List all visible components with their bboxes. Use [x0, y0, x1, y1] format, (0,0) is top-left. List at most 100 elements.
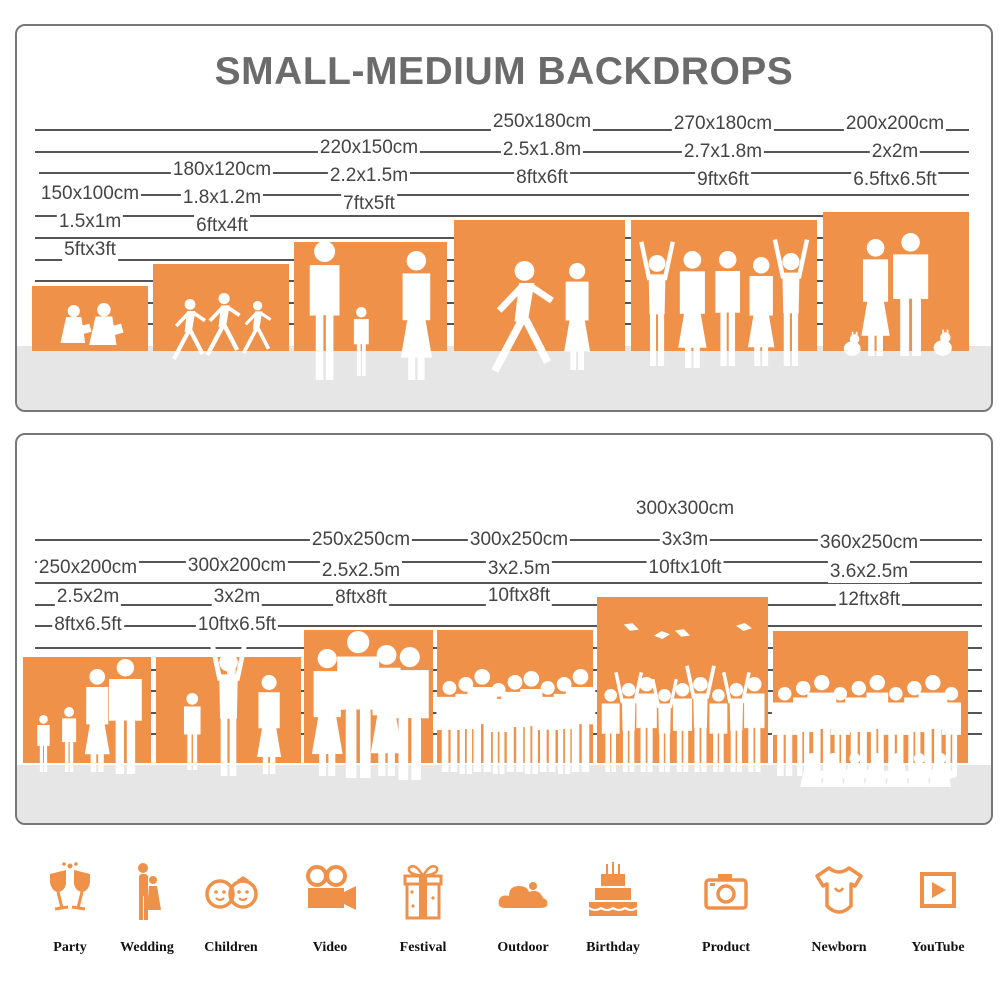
size-label-m: 2.5x1.8m: [500, 139, 584, 161]
person-silhouette: [400, 251, 432, 380]
category-label: Birthday: [586, 940, 640, 955]
category-youtube: YouTube: [893, 860, 983, 955]
person-silhouette: [941, 687, 961, 776]
scene-couple-with-pets: [843, 233, 952, 356]
scene-girls-party: [639, 239, 810, 368]
size-label-m: 2.5x2m: [54, 586, 122, 608]
category-label: Outdoor: [497, 940, 549, 955]
graduation-cap-silhouette: [736, 623, 752, 631]
sitting-child-silhouette: [864, 753, 893, 787]
top-panel: SMALL-MEDIUM BACKDROPS 10987654321150x10…: [15, 24, 993, 412]
scale-tick-number: 10: [15, 117, 16, 129]
size-label-cm: 300x300cm: [633, 498, 737, 520]
scale-line: [39, 172, 969, 175]
birthday-cake-icon: [568, 860, 658, 924]
person-silhouette: [918, 675, 948, 776]
person-silhouette: [183, 693, 201, 770]
person-silhouette: [639, 241, 675, 366]
size-label-ft: 9ftx6ft: [695, 169, 751, 191]
runner-silhouette: [491, 261, 554, 373]
person-silhouette: [685, 665, 716, 772]
category-label: Video: [312, 940, 348, 955]
children-faces-icon: [186, 860, 276, 920]
category-party: Party: [25, 860, 115, 955]
runner-silhouette: [171, 299, 206, 360]
sitting-child-silhouette: [907, 753, 936, 787]
cloud-icon: [478, 860, 568, 920]
person-silhouette: [744, 677, 765, 772]
category-label: Party: [53, 940, 87, 955]
scene-children-reading: [60, 303, 124, 345]
size-label-cm: 300x200cm: [185, 555, 289, 577]
scale-tick-number: 10: [15, 527, 16, 539]
runner-silhouette: [241, 301, 272, 354]
scene-family-four: [37, 659, 142, 774]
person-silhouette: [678, 251, 707, 368]
person-silhouette: [108, 659, 142, 774]
baby-onesie-icon: [794, 860, 884, 920]
size-label-m: 2.7x1.8m: [681, 141, 765, 163]
person-silhouette: [709, 689, 728, 772]
size-label-cm: 200x200cm: [843, 113, 947, 135]
size-label-m: 3x2.5m: [485, 558, 553, 580]
scene-wedding-couple: [491, 261, 591, 373]
size-label-cm: 150x100cm: [38, 183, 142, 205]
size-label-ft: 10ftx10ft: [646, 557, 724, 579]
size-label-cm: 300x250cm: [467, 529, 571, 551]
person-silhouette: [501, 675, 529, 772]
person-silhouette: [893, 233, 929, 356]
person-silhouette: [651, 678, 678, 772]
champagne-glasses-icon: [25, 860, 115, 920]
size-label-ft: 6.5ftx6.5ft: [851, 169, 939, 191]
category-outdoor: Outdoor: [478, 860, 568, 955]
size-label-ft: 5ftx3ft: [62, 239, 118, 261]
graduation-cap-silhouette: [623, 623, 639, 631]
size-label-cm: 270x180cm: [671, 113, 775, 135]
category-wedding: Wedding: [102, 860, 192, 955]
pet-silhouette: [843, 331, 861, 356]
size-label-cm: 250x250cm: [309, 529, 413, 551]
person-silhouette: [37, 715, 50, 772]
person-silhouette: [672, 683, 693, 772]
bottom-panel: 10987654321250x200cm2.5x2m8ftx6.5ft300x2…: [15, 433, 993, 825]
scene-large-group: [771, 675, 961, 787]
size-label-m: 2x2m: [869, 141, 921, 163]
size-label-ft: 8ftx6.5ft: [52, 614, 124, 636]
person-silhouette: [62, 707, 77, 772]
size-label-cm: 180x120cm: [170, 159, 274, 181]
scene-family-walking: [309, 241, 432, 380]
person-silhouette: [861, 239, 890, 356]
scene-children-running: [171, 293, 272, 360]
person-silhouette: [715, 251, 741, 366]
size-label-ft: 8ftx6ft: [514, 167, 570, 189]
size-label-ft: 10ftx6.5ft: [195, 614, 279, 636]
gift-box-icon: [378, 860, 468, 924]
person-silhouette: [436, 681, 463, 772]
size-label-m: 3x2m: [211, 586, 263, 608]
person-silhouette: [748, 257, 775, 366]
category-label: Product: [702, 940, 750, 955]
category-label: Children: [204, 940, 258, 955]
graduation-cap-silhouette: [674, 629, 691, 637]
scene-group-friends: [436, 669, 596, 774]
size-label-cm: 220x150cm: [317, 137, 421, 159]
play-button-icon: [893, 860, 983, 920]
backdrop-size-panel: [454, 220, 625, 351]
size-label-cm: 250x200cm: [36, 557, 140, 579]
size-label-ft: 6ftx4ft: [194, 215, 250, 237]
size-label-m: 2.2x1.5m: [327, 165, 411, 187]
category-label: Newborn: [811, 940, 867, 955]
scale-line: [35, 582, 982, 585]
sitting-child-silhouette: [843, 753, 871, 787]
size-label-ft: 12ftx8ft: [835, 589, 903, 611]
runner-silhouette: [205, 293, 241, 357]
scale-line: [35, 625, 982, 628]
video-camera-icon: [285, 860, 375, 920]
category-birthday: Birthday: [568, 860, 658, 955]
person-silhouette: [565, 669, 596, 772]
size-label-m: 2.5x2.5m: [319, 560, 403, 582]
size-label-ft: 7ftx5ft: [341, 193, 397, 215]
person-silhouette: [257, 675, 282, 774]
category-label: Wedding: [120, 940, 174, 955]
category-icon-row: Party Wedding: [0, 860, 1000, 970]
